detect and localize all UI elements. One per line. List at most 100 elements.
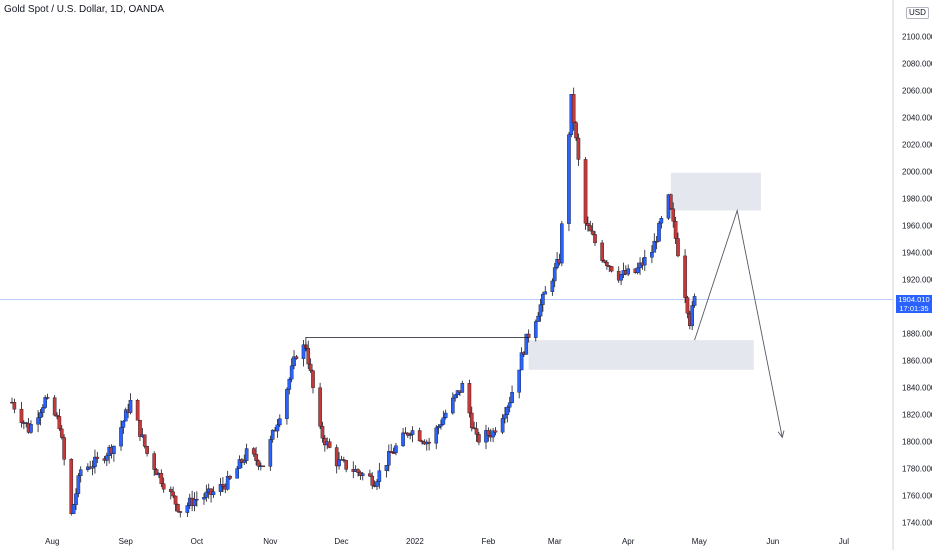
candle-body[interactable] <box>69 459 74 514</box>
candle-body[interactable] <box>550 280 555 292</box>
candle-body[interactable] <box>417 430 422 442</box>
candle-body[interactable] <box>455 390 460 396</box>
candle-body[interactable] <box>159 473 164 484</box>
candle-body[interactable] <box>408 434 412 436</box>
candle-body[interactable] <box>555 258 559 268</box>
candle-body[interactable] <box>95 456 100 459</box>
candle-body[interactable] <box>524 333 529 355</box>
candle-body[interactable] <box>389 451 394 453</box>
candle-body[interactable] <box>308 363 313 371</box>
candle-body[interactable] <box>491 430 495 438</box>
candle-body[interactable] <box>519 352 524 371</box>
candle-body[interactable] <box>104 455 109 461</box>
candle-body[interactable] <box>192 499 197 507</box>
candle-body[interactable] <box>306 348 311 365</box>
candle-body[interactable] <box>375 481 379 487</box>
candle-body[interactable] <box>377 470 382 482</box>
candle-body[interactable] <box>484 430 488 443</box>
candle-body[interactable] <box>285 389 289 419</box>
candle-body[interactable] <box>405 432 410 436</box>
candle-body[interactable] <box>202 497 206 500</box>
candle-body[interactable] <box>74 493 78 505</box>
candle-body[interactable] <box>583 159 588 224</box>
candle-body[interactable] <box>474 428 479 435</box>
candle-body[interactable] <box>78 469 83 476</box>
candle-body[interactable] <box>221 484 225 487</box>
candle-body[interactable] <box>301 344 306 359</box>
candle-body[interactable] <box>289 365 294 380</box>
candle-body[interactable] <box>427 441 431 444</box>
candle-body[interactable] <box>24 422 29 424</box>
candle-body[interactable] <box>211 491 216 495</box>
candle-body[interactable] <box>576 137 581 160</box>
candle-body[interactable] <box>218 484 223 492</box>
candle-body[interactable] <box>356 469 360 473</box>
projection-path[interactable] <box>694 208 783 438</box>
candle-body[interactable] <box>436 425 441 429</box>
candle-body[interactable] <box>543 291 548 295</box>
candle-body[interactable] <box>370 475 375 486</box>
candle-body[interactable] <box>384 465 389 471</box>
candle-body[interactable] <box>145 446 149 454</box>
candle-body[interactable] <box>123 409 128 422</box>
candle-body[interactable] <box>510 392 514 403</box>
candle-body[interactable] <box>685 297 690 314</box>
candle-body[interactable] <box>659 218 664 224</box>
candle-body[interactable] <box>161 483 166 490</box>
resistance-line[interactable] <box>305 336 529 352</box>
candle-body[interactable] <box>453 394 457 399</box>
candle-body[interactable] <box>244 448 249 461</box>
candle-body[interactable] <box>43 397 47 408</box>
candle-body[interactable] <box>387 451 391 466</box>
candle-body[interactable] <box>154 469 159 476</box>
candle-body[interactable] <box>657 222 661 242</box>
candle-body[interactable] <box>602 260 607 263</box>
candle-body[interactable] <box>394 445 398 453</box>
candle-body[interactable] <box>441 417 446 425</box>
candle-body[interactable] <box>344 460 348 470</box>
candle-body[interactable] <box>278 418 282 426</box>
candle-body[interactable] <box>505 406 510 415</box>
candle-body[interactable] <box>692 296 697 306</box>
candle-body[interactable] <box>41 407 45 413</box>
candle-body[interactable] <box>176 503 180 512</box>
candle-body[interactable] <box>536 315 540 322</box>
candle-body[interactable] <box>38 412 43 418</box>
candle-body[interactable] <box>533 321 538 338</box>
candle-body[interactable] <box>654 240 659 243</box>
candle-body[interactable] <box>588 225 593 232</box>
candle-body[interactable] <box>342 459 346 461</box>
candle-body[interactable] <box>168 488 173 493</box>
candle-body[interactable] <box>311 370 315 388</box>
candle-body[interactable] <box>36 417 40 425</box>
candle-body[interactable] <box>676 238 680 257</box>
candle-body[interactable] <box>586 223 590 226</box>
candle-body[interactable] <box>142 434 147 447</box>
candle-body[interactable] <box>600 242 604 261</box>
candle-body[interactable] <box>327 441 332 448</box>
candle-body[interactable] <box>460 383 465 393</box>
candle-body[interactable] <box>228 476 232 479</box>
candle-body[interactable] <box>593 234 597 244</box>
candle-body[interactable] <box>673 220 678 239</box>
candle-body[interactable] <box>119 427 123 447</box>
candle-body[interactable] <box>609 266 614 272</box>
candle-body[interactable] <box>173 495 178 505</box>
candle-body[interactable] <box>467 383 472 414</box>
candle-body[interactable] <box>171 491 175 497</box>
candle-body[interactable] <box>635 267 640 274</box>
candle-body[interactable] <box>256 460 261 467</box>
candle-body[interactable] <box>669 194 673 210</box>
candle-body[interactable] <box>443 412 448 418</box>
candle-body[interactable] <box>486 430 491 436</box>
candle-body[interactable] <box>368 473 372 477</box>
candle-body[interactable] <box>541 293 545 305</box>
candle-body[interactable] <box>567 134 571 224</box>
candle-body[interactable] <box>619 274 623 281</box>
candle-body[interactable] <box>138 419 142 437</box>
candle-body[interactable] <box>57 416 62 430</box>
candle-body[interactable] <box>493 430 498 433</box>
currency-badge[interactable]: USD <box>906 7 929 19</box>
candle-body[interactable] <box>152 453 157 470</box>
candle-body[interactable] <box>185 505 190 513</box>
